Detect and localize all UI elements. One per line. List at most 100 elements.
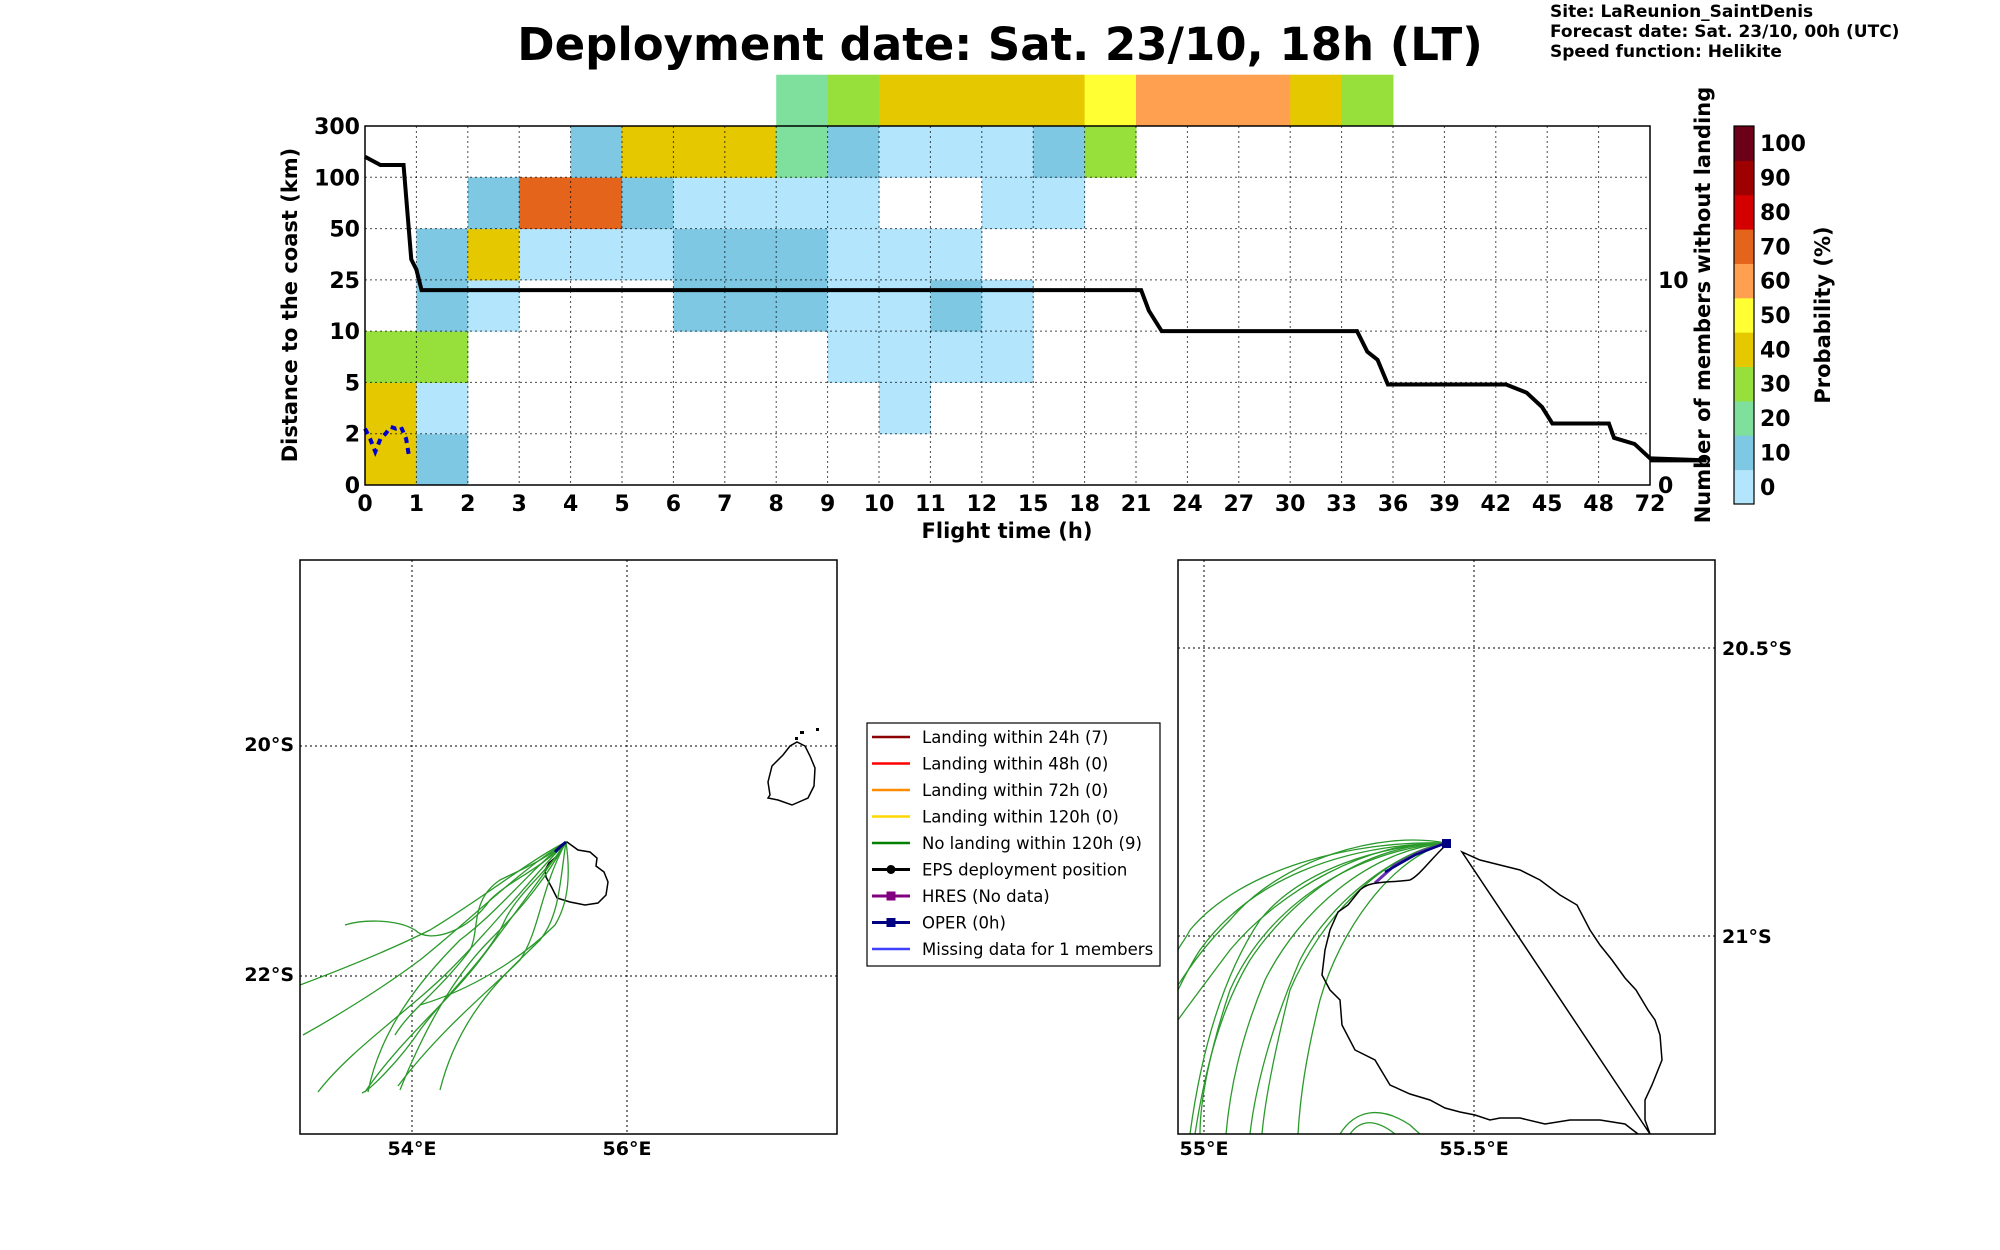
heatmap-cell bbox=[879, 382, 931, 435]
legend-item: OPER (0h) bbox=[872, 914, 1006, 933]
x-tick-label: 72 bbox=[1635, 492, 1666, 517]
y-tick-label: 100 bbox=[314, 166, 360, 191]
heatmap-cell bbox=[570, 228, 623, 281]
heatmap-cell bbox=[776, 74, 829, 127]
heatmap-cell bbox=[827, 228, 880, 281]
reunion-coastline-small bbox=[544, 841, 609, 906]
regional-y-tick-20S: 20°S bbox=[244, 734, 294, 756]
y2-tick-label: 0 bbox=[1658, 474, 1673, 499]
colorbar-segment bbox=[1734, 366, 1754, 402]
colorbar-segments bbox=[1734, 126, 1754, 505]
oper-track-local-2 bbox=[1384, 841, 1447, 874]
x-tick-label: 39 bbox=[1429, 492, 1460, 517]
legend-item: Landing within 24h (7) bbox=[872, 728, 1108, 747]
heatmap-cell bbox=[1033, 177, 1086, 230]
colorbar-segment bbox=[1734, 263, 1754, 299]
heatmap-cell bbox=[981, 126, 1034, 178]
y-tick-label: 0 bbox=[345, 474, 360, 499]
x-tick-label: 12 bbox=[966, 492, 997, 517]
colorbar-segment bbox=[1734, 400, 1754, 436]
heatmap-cell bbox=[930, 331, 983, 383]
x-tick-label: 1 bbox=[409, 492, 424, 517]
heatmap-cell bbox=[365, 331, 417, 383]
y2-axis-label: Number of members without landing bbox=[1691, 87, 1715, 524]
x-tick-label: 5 bbox=[614, 492, 629, 517]
y-tick-label: 25 bbox=[329, 269, 360, 294]
forecast-date-label: Forecast date: Sat. 23/10, 00h (UTC) bbox=[1550, 22, 1900, 42]
x-tick-label: 15 bbox=[1018, 492, 1049, 517]
heatmap-y2-ticks: 0 10 bbox=[1658, 269, 1689, 499]
colorbar-tick-label: 90 bbox=[1760, 167, 1791, 192]
heatmap-cell bbox=[724, 228, 777, 281]
heatmap-cell bbox=[1084, 126, 1137, 178]
legend-swatch-square bbox=[886, 918, 896, 927]
colorbar-tick-label: 50 bbox=[1760, 304, 1791, 329]
colorbar-tick-label: 20 bbox=[1760, 407, 1791, 432]
site-label: Site: LaReunion_SaintDenis bbox=[1550, 2, 1814, 22]
legend-item: No landing within 120h (9) bbox=[872, 834, 1142, 853]
distance-heatmap: 0 1 2 3 4 5 6 7 8 9 10 11 12 15 18 21 24 27 30 33 36 39 42 45 48… bbox=[278, 74, 1715, 543]
x-tick-label: 9 bbox=[820, 492, 835, 517]
colorbar-tick-label: 0 bbox=[1760, 476, 1775, 501]
colorbar-segment bbox=[1734, 229, 1754, 264]
y-axis-label: Distance to the coast (km) bbox=[278, 148, 302, 463]
legend-items: Landing within 24h (7) Landing within 48h… bbox=[872, 728, 1153, 959]
forecast-info: Site: LaReunion_SaintDenis Forecast date… bbox=[1550, 2, 1899, 62]
heatmap-cells bbox=[365, 74, 1394, 486]
probability-colorbar: 0 10 20 30 40 50 60 70 80 90 100 Probability (%) bbox=[1733, 125, 1835, 505]
heatmap-cell bbox=[622, 126, 674, 178]
mauritius-coastline bbox=[766, 728, 819, 806]
heatmap-frame bbox=[364, 125, 1651, 486]
heatmap-cell bbox=[827, 331, 880, 383]
heatmap-cell bbox=[1033, 126, 1086, 178]
colorbar-ticks: 0 10 20 30 40 50 60 70 80 90 100 bbox=[1760, 132, 1806, 501]
x-tick-label: 48 bbox=[1583, 492, 1614, 517]
colorbar-frame bbox=[1733, 125, 1755, 505]
heatmap-cell bbox=[776, 177, 829, 230]
local-x-tick-55-5E: 55.5°E bbox=[1439, 1138, 1508, 1160]
colorbar-segment bbox=[1734, 469, 1754, 505]
x-tick-label: 42 bbox=[1480, 492, 1511, 517]
colorbar-segment bbox=[1734, 435, 1754, 471]
colorbar-segment bbox=[1734, 126, 1754, 161]
heatmap-cell bbox=[827, 177, 880, 230]
heatmap-cell bbox=[416, 382, 469, 435]
colorbar-tick-label: 30 bbox=[1760, 373, 1791, 398]
regional-y-tick-22S: 22°S bbox=[244, 964, 294, 986]
regional-map-grid bbox=[300, 560, 837, 1134]
heatmap-cell bbox=[1033, 74, 1086, 127]
colorbar-tick-label: 80 bbox=[1760, 201, 1791, 226]
oper-deployment-marker bbox=[1442, 839, 1451, 848]
legend-item: HRES (No data) bbox=[872, 887, 1050, 906]
heatmap-cell bbox=[1341, 74, 1394, 127]
heatmap-cell bbox=[981, 331, 1034, 383]
heatmap-cell bbox=[930, 74, 983, 127]
x-tick-label: 7 bbox=[717, 492, 732, 517]
heatmap-cell bbox=[416, 331, 469, 383]
x-tick-label: 3 bbox=[512, 492, 527, 517]
legend-item: EPS deployment position bbox=[872, 861, 1127, 880]
colorbar-segment bbox=[1734, 297, 1754, 333]
heatmap-cell bbox=[416, 279, 469, 332]
x-tick-label: 24 bbox=[1172, 492, 1203, 517]
regional-map-frame bbox=[299, 559, 838, 1135]
trajectory-legend: Landing within 24h (7) Landing within 48h… bbox=[866, 722, 1161, 967]
x-tick-label: 18 bbox=[1069, 492, 1100, 517]
x-tick-label: 8 bbox=[769, 492, 784, 517]
heatmap-cell bbox=[467, 279, 520, 332]
x-tick-label: 2 bbox=[460, 492, 475, 517]
x-tick-label: 36 bbox=[1378, 492, 1409, 517]
heatmap-cell bbox=[570, 177, 623, 230]
heatmap-cell bbox=[930, 279, 983, 332]
y2-tick-label: 10 bbox=[1658, 269, 1689, 294]
heatmap-cell bbox=[827, 74, 880, 127]
heatmap-cell bbox=[879, 331, 931, 383]
members-without-landing-line bbox=[364, 155, 1707, 463]
reunion-coastline-local bbox=[1321, 844, 1663, 1135]
local-map-frame bbox=[1177, 559, 1716, 1135]
heatmap-cell bbox=[724, 279, 777, 332]
colorbar-segment bbox=[1734, 332, 1754, 368]
heatmap-cell bbox=[519, 177, 572, 230]
heatmap-cell bbox=[827, 279, 880, 332]
